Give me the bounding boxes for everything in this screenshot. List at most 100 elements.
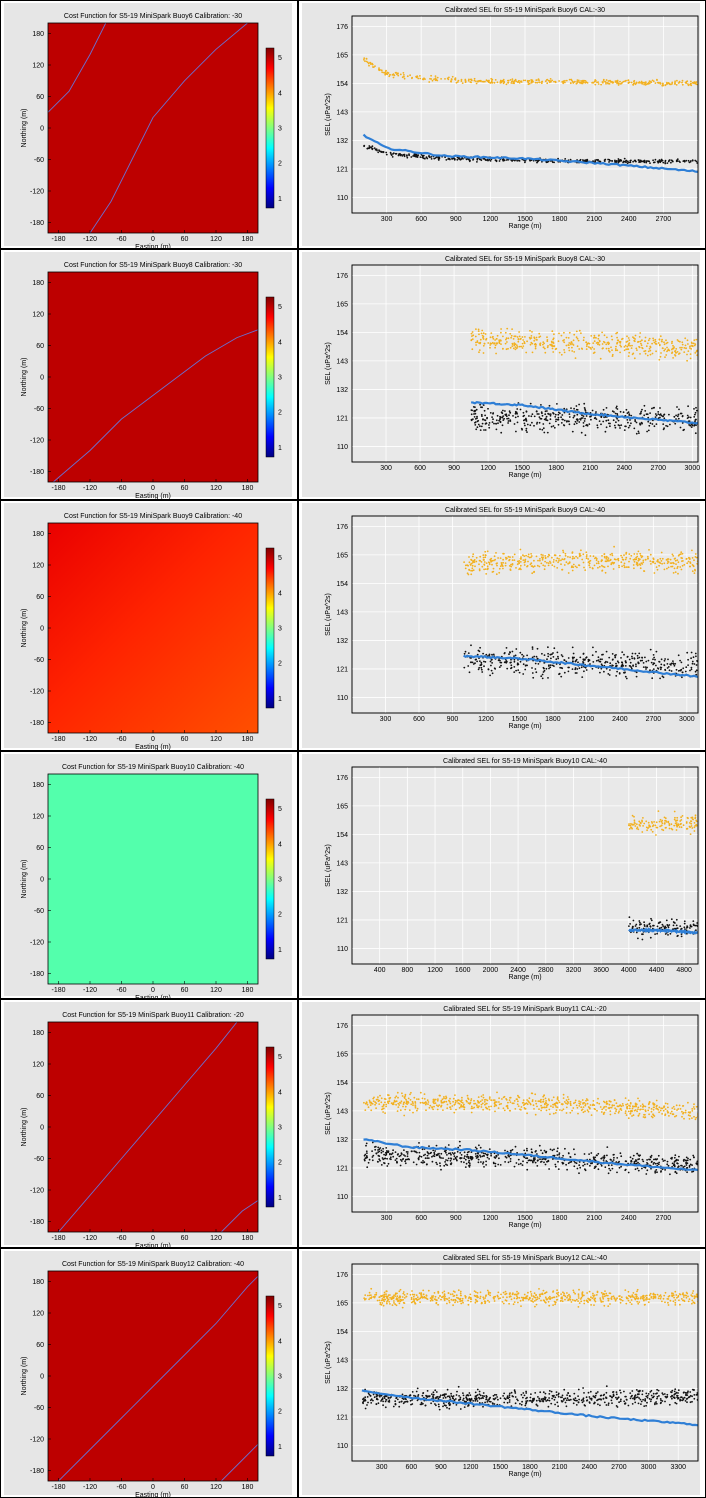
data-point <box>377 1096 379 1098</box>
data-point <box>571 80 574 83</box>
chart-title: Cost Function for S5-19 MiniSpark Buoy9 … <box>64 513 242 520</box>
colorbar <box>265 1295 275 1457</box>
data-point <box>488 422 491 424</box>
y-tick-label: 60 <box>36 1093 44 1100</box>
data-point <box>695 669 698 672</box>
data-point <box>687 658 689 661</box>
data-point <box>397 1106 400 1108</box>
data-point <box>450 1157 452 1160</box>
data-point <box>667 666 670 668</box>
data-point <box>670 664 672 666</box>
data-point <box>586 158 589 161</box>
data-point <box>642 1108 644 1111</box>
data-point <box>439 1162 441 1165</box>
data-point <box>614 159 616 162</box>
data-point <box>681 79 684 82</box>
data-point <box>672 660 674 662</box>
data-point <box>577 79 580 82</box>
y-tick-label: 154 <box>336 581 348 588</box>
data-point <box>618 1110 620 1113</box>
data-point <box>644 558 647 561</box>
data-point <box>479 555 482 558</box>
x-tick-label: 1800 <box>552 1215 568 1222</box>
data-point <box>392 76 395 79</box>
data-point <box>475 408 478 411</box>
data-point <box>504 342 507 345</box>
data-point <box>633 819 636 822</box>
data-point <box>455 1108 457 1111</box>
data-point <box>660 926 663 929</box>
data-point <box>481 565 484 568</box>
data-point <box>592 342 595 344</box>
data-point <box>693 830 696 832</box>
data-point <box>542 427 545 430</box>
data-point <box>417 77 420 80</box>
data-point <box>464 567 467 570</box>
data-point <box>668 924 671 926</box>
data-point <box>573 1148 575 1151</box>
data-point <box>658 344 661 347</box>
data-point <box>522 554 524 557</box>
data-point <box>607 1164 610 1167</box>
data-point <box>553 345 556 347</box>
data-point <box>500 343 502 345</box>
data-point <box>513 342 516 344</box>
data-point <box>653 1158 655 1161</box>
data-point <box>477 330 480 332</box>
data-point <box>679 925 682 927</box>
data-point <box>372 1154 375 1157</box>
data-point <box>493 81 496 84</box>
data-point <box>615 1108 618 1111</box>
data-point <box>499 416 502 419</box>
data-point <box>686 1159 689 1162</box>
data-point <box>417 1157 420 1159</box>
data-point <box>659 355 662 358</box>
data-point <box>406 1153 409 1155</box>
data-point <box>482 157 485 160</box>
data-point <box>674 571 677 573</box>
data-point <box>673 664 676 667</box>
x-tick-label: -60 <box>116 485 126 492</box>
data-point <box>443 1096 445 1098</box>
data-point <box>591 346 594 349</box>
data-point <box>543 662 546 664</box>
data-point <box>679 1303 681 1306</box>
data-point <box>364 1109 367 1111</box>
data-point <box>401 76 404 79</box>
data-point <box>617 84 620 86</box>
data-point <box>664 668 666 671</box>
data-point <box>485 1164 487 1166</box>
data-point <box>673 558 676 560</box>
data-point <box>579 418 582 421</box>
data-point <box>557 1099 560 1102</box>
data-point <box>510 565 513 568</box>
data-point <box>614 161 616 163</box>
data-point <box>689 561 692 563</box>
data-point <box>671 553 674 556</box>
data-point <box>627 1171 630 1174</box>
data-point <box>659 562 662 564</box>
data-point <box>530 565 533 567</box>
data-point <box>475 341 477 344</box>
data-point <box>470 573 473 576</box>
data-point <box>396 1091 399 1094</box>
data-point <box>663 341 665 344</box>
data-point <box>552 1096 555 1099</box>
data-point <box>544 555 547 557</box>
data-point <box>690 822 693 825</box>
data-point <box>560 563 562 566</box>
data-point <box>540 556 543 559</box>
data-point <box>678 1299 680 1302</box>
data-point <box>635 421 638 424</box>
data-point <box>481 334 484 337</box>
data-point <box>608 351 611 353</box>
data-point <box>449 1106 452 1108</box>
y-tick-label: 120 <box>32 1062 44 1069</box>
x-tick-label: 2700 <box>646 716 662 723</box>
data-point <box>490 1105 492 1108</box>
data-point <box>680 661 683 664</box>
data-point <box>659 825 661 828</box>
data-point <box>491 78 494 81</box>
data-point <box>515 1162 518 1164</box>
data-point <box>557 416 560 419</box>
